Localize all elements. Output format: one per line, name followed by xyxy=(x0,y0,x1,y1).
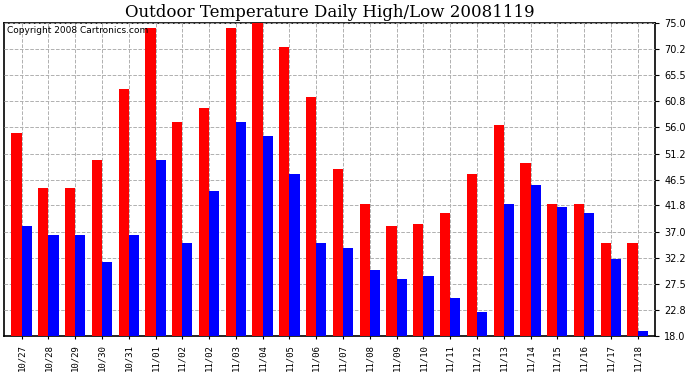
Bar xyxy=(209,190,219,375)
Bar xyxy=(531,185,541,375)
Bar xyxy=(182,243,193,375)
Bar xyxy=(627,243,638,375)
Bar xyxy=(343,248,353,375)
Bar xyxy=(289,174,299,375)
Text: Copyright 2008 Cartronics.com: Copyright 2008 Cartronics.com xyxy=(8,26,148,35)
Bar xyxy=(129,234,139,375)
Bar xyxy=(316,243,326,375)
Bar xyxy=(440,213,450,375)
Bar xyxy=(413,224,424,375)
Bar xyxy=(450,298,460,375)
Bar xyxy=(504,204,514,375)
Bar xyxy=(611,259,621,375)
Bar xyxy=(263,135,273,375)
Bar xyxy=(75,234,86,375)
Bar xyxy=(279,48,289,375)
Bar xyxy=(65,188,75,375)
Bar xyxy=(21,226,32,375)
Bar xyxy=(386,226,397,375)
Bar xyxy=(146,28,155,375)
Bar xyxy=(574,204,584,375)
Bar xyxy=(119,89,129,375)
Bar xyxy=(48,234,59,375)
Bar xyxy=(236,122,246,375)
Bar xyxy=(397,279,406,375)
Bar xyxy=(370,270,380,375)
Bar xyxy=(226,28,236,375)
Bar xyxy=(12,133,21,375)
Bar xyxy=(199,108,209,375)
Bar xyxy=(38,188,48,375)
Bar xyxy=(520,163,531,375)
Bar xyxy=(466,174,477,375)
Bar xyxy=(558,207,567,375)
Title: Outdoor Temperature Daily High/Low 20081119: Outdoor Temperature Daily High/Low 20081… xyxy=(125,4,535,21)
Bar xyxy=(172,122,182,375)
Bar xyxy=(253,23,263,375)
Bar xyxy=(584,213,594,375)
Bar xyxy=(92,160,102,375)
Bar xyxy=(638,331,648,375)
Bar xyxy=(333,168,343,375)
Bar xyxy=(477,312,487,375)
Bar xyxy=(306,97,316,375)
Bar xyxy=(155,160,166,375)
Bar xyxy=(547,204,558,375)
Bar xyxy=(601,243,611,375)
Bar xyxy=(493,124,504,375)
Bar xyxy=(102,262,112,375)
Bar xyxy=(424,276,433,375)
Bar xyxy=(359,204,370,375)
